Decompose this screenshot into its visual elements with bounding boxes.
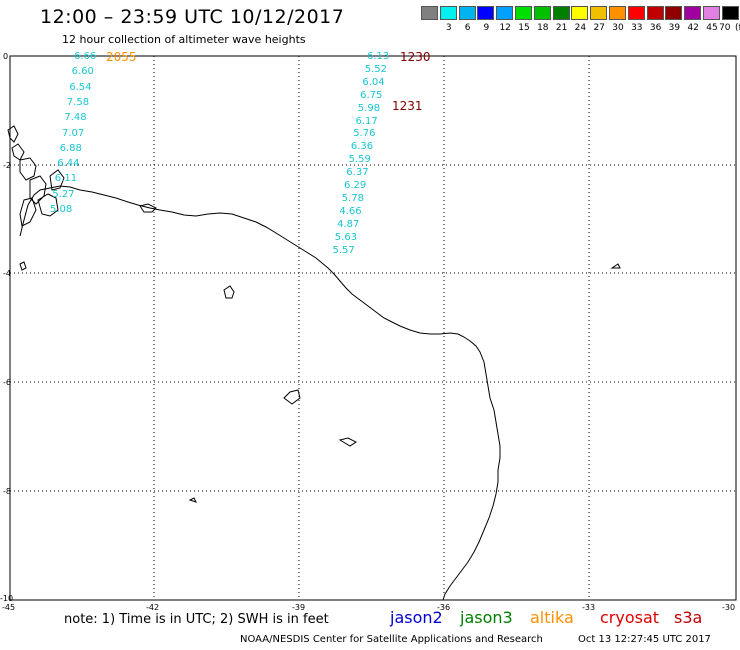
legend-label: 33 [631, 23, 643, 33]
swh-value: 5.52 [364, 63, 387, 75]
credit-line: NOAA/NESDIS Center for Satellite Applica… [240, 634, 543, 645]
swh-value: 6.13 [367, 51, 390, 62]
lon-label: -30 [722, 603, 736, 612]
satellite-label-jason3: jason3 [460, 608, 513, 627]
legend-label: 9 [483, 23, 490, 33]
swh-value: 5.76 [353, 128, 376, 140]
swh-value: 6.75 [360, 89, 383, 101]
page-subtitle: 12 hour collection of altimeter wave hei… [62, 33, 306, 46]
legend-swatch [421, 6, 438, 20]
legend-swatch [571, 6, 589, 20]
lon-label: -42 [146, 603, 160, 612]
legend-swatch [533, 6, 551, 20]
swh-value: 5.98 [357, 102, 381, 114]
swh-value: 6.66 [74, 51, 97, 62]
legend-label: 27 [593, 23, 605, 33]
swh-value: 5.78 [341, 192, 364, 204]
satellite-label-cryosat: cryosat [600, 608, 660, 627]
lon-label: -36 [437, 603, 451, 612]
swh-value: 6.11 [54, 173, 78, 185]
swh-value: 6.29 [344, 180, 367, 191]
graticule [10, 56, 736, 600]
legend-label: 3 [445, 23, 452, 33]
swh-value: 4.87 [337, 218, 360, 230]
legend-swatch [552, 6, 570, 20]
legend-swatch [439, 6, 457, 20]
legend-swatch [684, 6, 702, 20]
lat-label: -2 [3, 161, 11, 170]
swh-value: 6.17 [355, 115, 378, 127]
swh-value: 7.48 [64, 112, 87, 124]
legend-swatch [703, 6, 720, 20]
legend-label: 36 [649, 23, 662, 33]
swh-value: 6.36 [350, 141, 374, 153]
map-frame [9, 55, 737, 601]
legend-swatch [458, 6, 476, 20]
legend-label: 70 [719, 23, 731, 33]
legend-unit: (ft) [735, 23, 740, 33]
satellite-label-jason2: jason2 [390, 608, 443, 627]
swh-value: 4.66 [339, 205, 362, 217]
swh-value: 6.44 [57, 158, 80, 170]
legend-label: 42 [687, 23, 699, 33]
lat-label: -6 [3, 378, 11, 387]
legend-swatch [609, 6, 626, 20]
swh-value: 7.58 [66, 96, 90, 108]
track-a-time-label: 2055 [106, 50, 137, 64]
swh-value: 7.07 [62, 127, 85, 139]
legend-label: 45 [706, 23, 718, 33]
legend-swatch [590, 6, 608, 20]
legend-label: 30 [612, 23, 624, 33]
swh-value: 6.04 [362, 76, 385, 88]
lon-label: -45 [2, 603, 16, 612]
legend-label: 15 [518, 23, 530, 33]
lat-label: -4 [3, 269, 11, 278]
track-b-time-label-mid: 1231 [392, 99, 423, 113]
satellite-label-s3a: s3a [674, 608, 703, 627]
lat-label: -10 [0, 594, 14, 603]
legend-label: 18 [537, 23, 549, 33]
swh-value: 5.27 [52, 188, 75, 200]
lat-label: -8 [3, 487, 11, 496]
track-b-time-label-top: 1230 [400, 50, 431, 64]
satellite-label-altika: altika [530, 608, 574, 627]
legend-swatch [515, 6, 532, 20]
legend-swatch [496, 6, 514, 20]
swh-value: 6.88 [59, 142, 82, 154]
legend-label: 12 [499, 23, 511, 33]
swh-value: 5.59 [348, 154, 371, 166]
legend-swatch [477, 6, 495, 20]
legend-label: 24 [574, 23, 587, 33]
swh-value: 6.37 [346, 167, 369, 179]
inland-features [19, 203, 621, 503]
lon-label: -39 [292, 603, 306, 612]
swh-value: 6.54 [69, 81, 92, 93]
legend-swatch [627, 6, 645, 20]
legend-label: 6 [464, 23, 471, 33]
legend-swatch [646, 6, 664, 20]
coastline [19, 185, 501, 601]
swh-value: 5.57 [332, 244, 355, 256]
swh-value: 5.63 [334, 231, 358, 243]
legend-label: 21 [555, 23, 568, 33]
swh-value: 6.60 [71, 66, 94, 78]
legend-label: 39 [668, 23, 681, 33]
page-title: 12:00 – 23:59 UTC 10/12/2017 [40, 6, 345, 28]
swh-value: 5.08 [50, 204, 73, 215]
lat-label: 0 [3, 52, 9, 61]
estuary-islands [7, 125, 65, 227]
footnote: note: 1) Time is in UTC; 2) SWH is in fe… [64, 612, 329, 627]
generated-timestamp: Oct 13 12:27:45 UTC 2017 [578, 634, 711, 645]
legend-swatch [721, 6, 739, 20]
lon-label: -33 [582, 603, 596, 612]
legend-swatch [665, 6, 683, 20]
